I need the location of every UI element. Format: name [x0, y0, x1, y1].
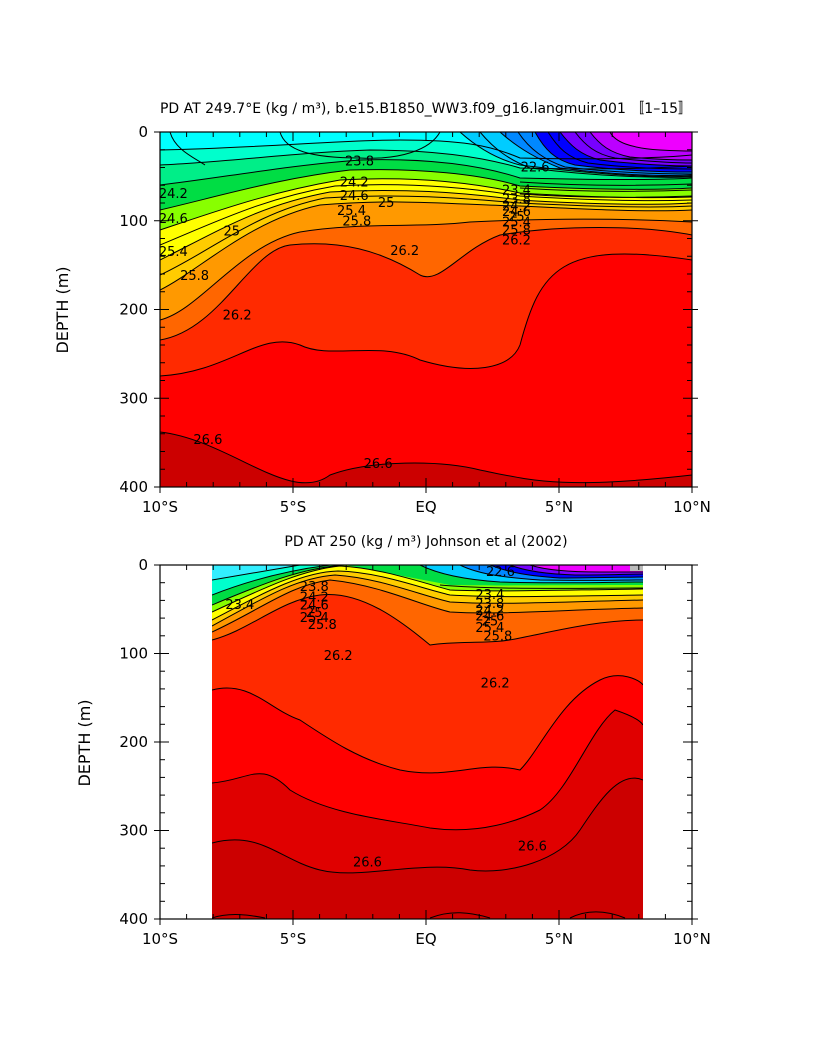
top-contour-label: 25.4: [337, 204, 366, 219]
top-y-tick-label: 0: [138, 123, 148, 141]
top-contour-label: 24.6: [159, 212, 188, 227]
top-y-tick-label: 100: [119, 212, 148, 230]
bottom-contour-label: 24.2: [475, 604, 504, 619]
top-contour-label: 23.8: [345, 154, 374, 169]
bottom-contour-label: 25.8: [308, 618, 337, 633]
bottom-y-tick-label: 100: [119, 645, 148, 663]
top-contour-label: 26.2: [390, 244, 419, 259]
top-x-tick-label: 5°N: [545, 498, 573, 516]
top-y-tick-label: 400: [119, 478, 148, 496]
bottom-x-tick-label: 10°S: [142, 930, 178, 948]
bottom-title: PD AT 250 (kg / m³) Johnson et al (2002): [284, 534, 567, 550]
bottom-contour-label: 25: [482, 615, 499, 630]
top-contour-label: 25.4: [159, 245, 188, 260]
bottom-x-tick-label: 10°N: [673, 930, 711, 948]
bottom-contour-label: 25.4: [475, 621, 504, 636]
bottom-contour-label: 23.8: [300, 580, 329, 595]
top-contour-label: 26.2: [502, 233, 531, 248]
top-contour-label: 23.4: [502, 184, 531, 199]
top-contour-label: 24.6: [340, 189, 369, 204]
bottom-y-tick-label: 200: [119, 733, 148, 751]
top-contour-label: 24.2: [502, 200, 531, 215]
top-contour-label: 22.6: [521, 161, 550, 176]
top-y-axis-label: DEPTH (m): [53, 266, 72, 353]
bottom-contour-label: 26.6: [353, 855, 382, 870]
top-contour-lines: [160, 132, 692, 484]
top-contour-label: 25: [378, 196, 395, 211]
bottom-x-tick-label: EQ: [415, 930, 436, 948]
top-contour-label: 26.6: [193, 433, 222, 448]
bottom-y-axis-label: DEPTH (m): [75, 699, 94, 786]
bottom-contour-label: 23.8: [475, 597, 504, 612]
top-contour-label: 25.8: [180, 269, 209, 284]
bottom-x-tick-label: 5°S: [280, 930, 307, 948]
top-axes: 10°S 5°S EQ 5°N 10°N 0 100 200 300 400: [119, 123, 711, 516]
top-contour-label: 26.6: [364, 457, 393, 472]
bottom-axes: 10°S 5°S EQ 5°N 10°N 0 100 200 300 400: [119, 556, 711, 948]
bottom-contour-label: 25.8: [483, 630, 512, 645]
top-title: PD AT 249.7°E (kg / m³), b.e15.B1850_WW3…: [160, 101, 692, 117]
bottom-contour-lines: [212, 565, 643, 919]
top-x-tick-label: 10°N: [673, 498, 711, 516]
top-contour-label: 25.8: [502, 224, 531, 239]
bottom-contour-label: 24.6: [475, 609, 504, 624]
bottom-plot-fill: [212, 565, 643, 919]
top-contour-label: 26.2: [223, 309, 252, 324]
top-contour-label: 25.8: [342, 215, 371, 230]
bottom-contour-label: 26.6: [518, 839, 547, 854]
top-contour-label: 25: [508, 210, 525, 225]
top-contour-label: 24.2: [159, 187, 188, 202]
top-contour-label: 24.6: [502, 205, 531, 220]
bottom-y-tick-label: 400: [119, 910, 148, 928]
bottom-contour-label: 24.2: [300, 591, 329, 606]
bottom-contour-label: 23.4: [225, 598, 254, 613]
bottom-y-tick-label: 300: [119, 822, 148, 840]
top-contour-labels: 23.8 22.624.224.224.6 2524.62525.425.825.4…: [159, 154, 550, 472]
top-x-tick-label: 10°S: [142, 498, 178, 516]
top-contour-label: 24.2: [340, 176, 369, 191]
top-y-tick-label: 200: [119, 301, 148, 319]
bottom-contour-label: 23.4: [475, 588, 504, 603]
top-contour-label: 25.4: [502, 216, 531, 231]
bottom-contour-label: 24.6: [300, 599, 329, 614]
top-x-tick-label: 5°S: [280, 498, 307, 516]
bottom-contour-label: 22.6: [486, 565, 515, 580]
bottom-contour-label: 26.2: [324, 649, 353, 664]
bottom-contour-labels: 23.423.824.224.62525.425.822.623.423.824…: [225, 565, 547, 870]
top-contour-label: 25: [224, 224, 241, 239]
top-contour-label: 23.8: [502, 192, 531, 207]
bottom-contour-label: 25.4: [300, 611, 329, 626]
top-x-tick-label: EQ: [415, 498, 436, 516]
top-y-tick-label: 300: [119, 389, 148, 407]
bottom-contour-label: 25: [306, 606, 323, 621]
bottom-y-tick-label: 0: [138, 556, 148, 574]
bottom-contour-label: 26.2: [481, 677, 510, 692]
bottom-x-tick-label: 5°N: [545, 930, 573, 948]
